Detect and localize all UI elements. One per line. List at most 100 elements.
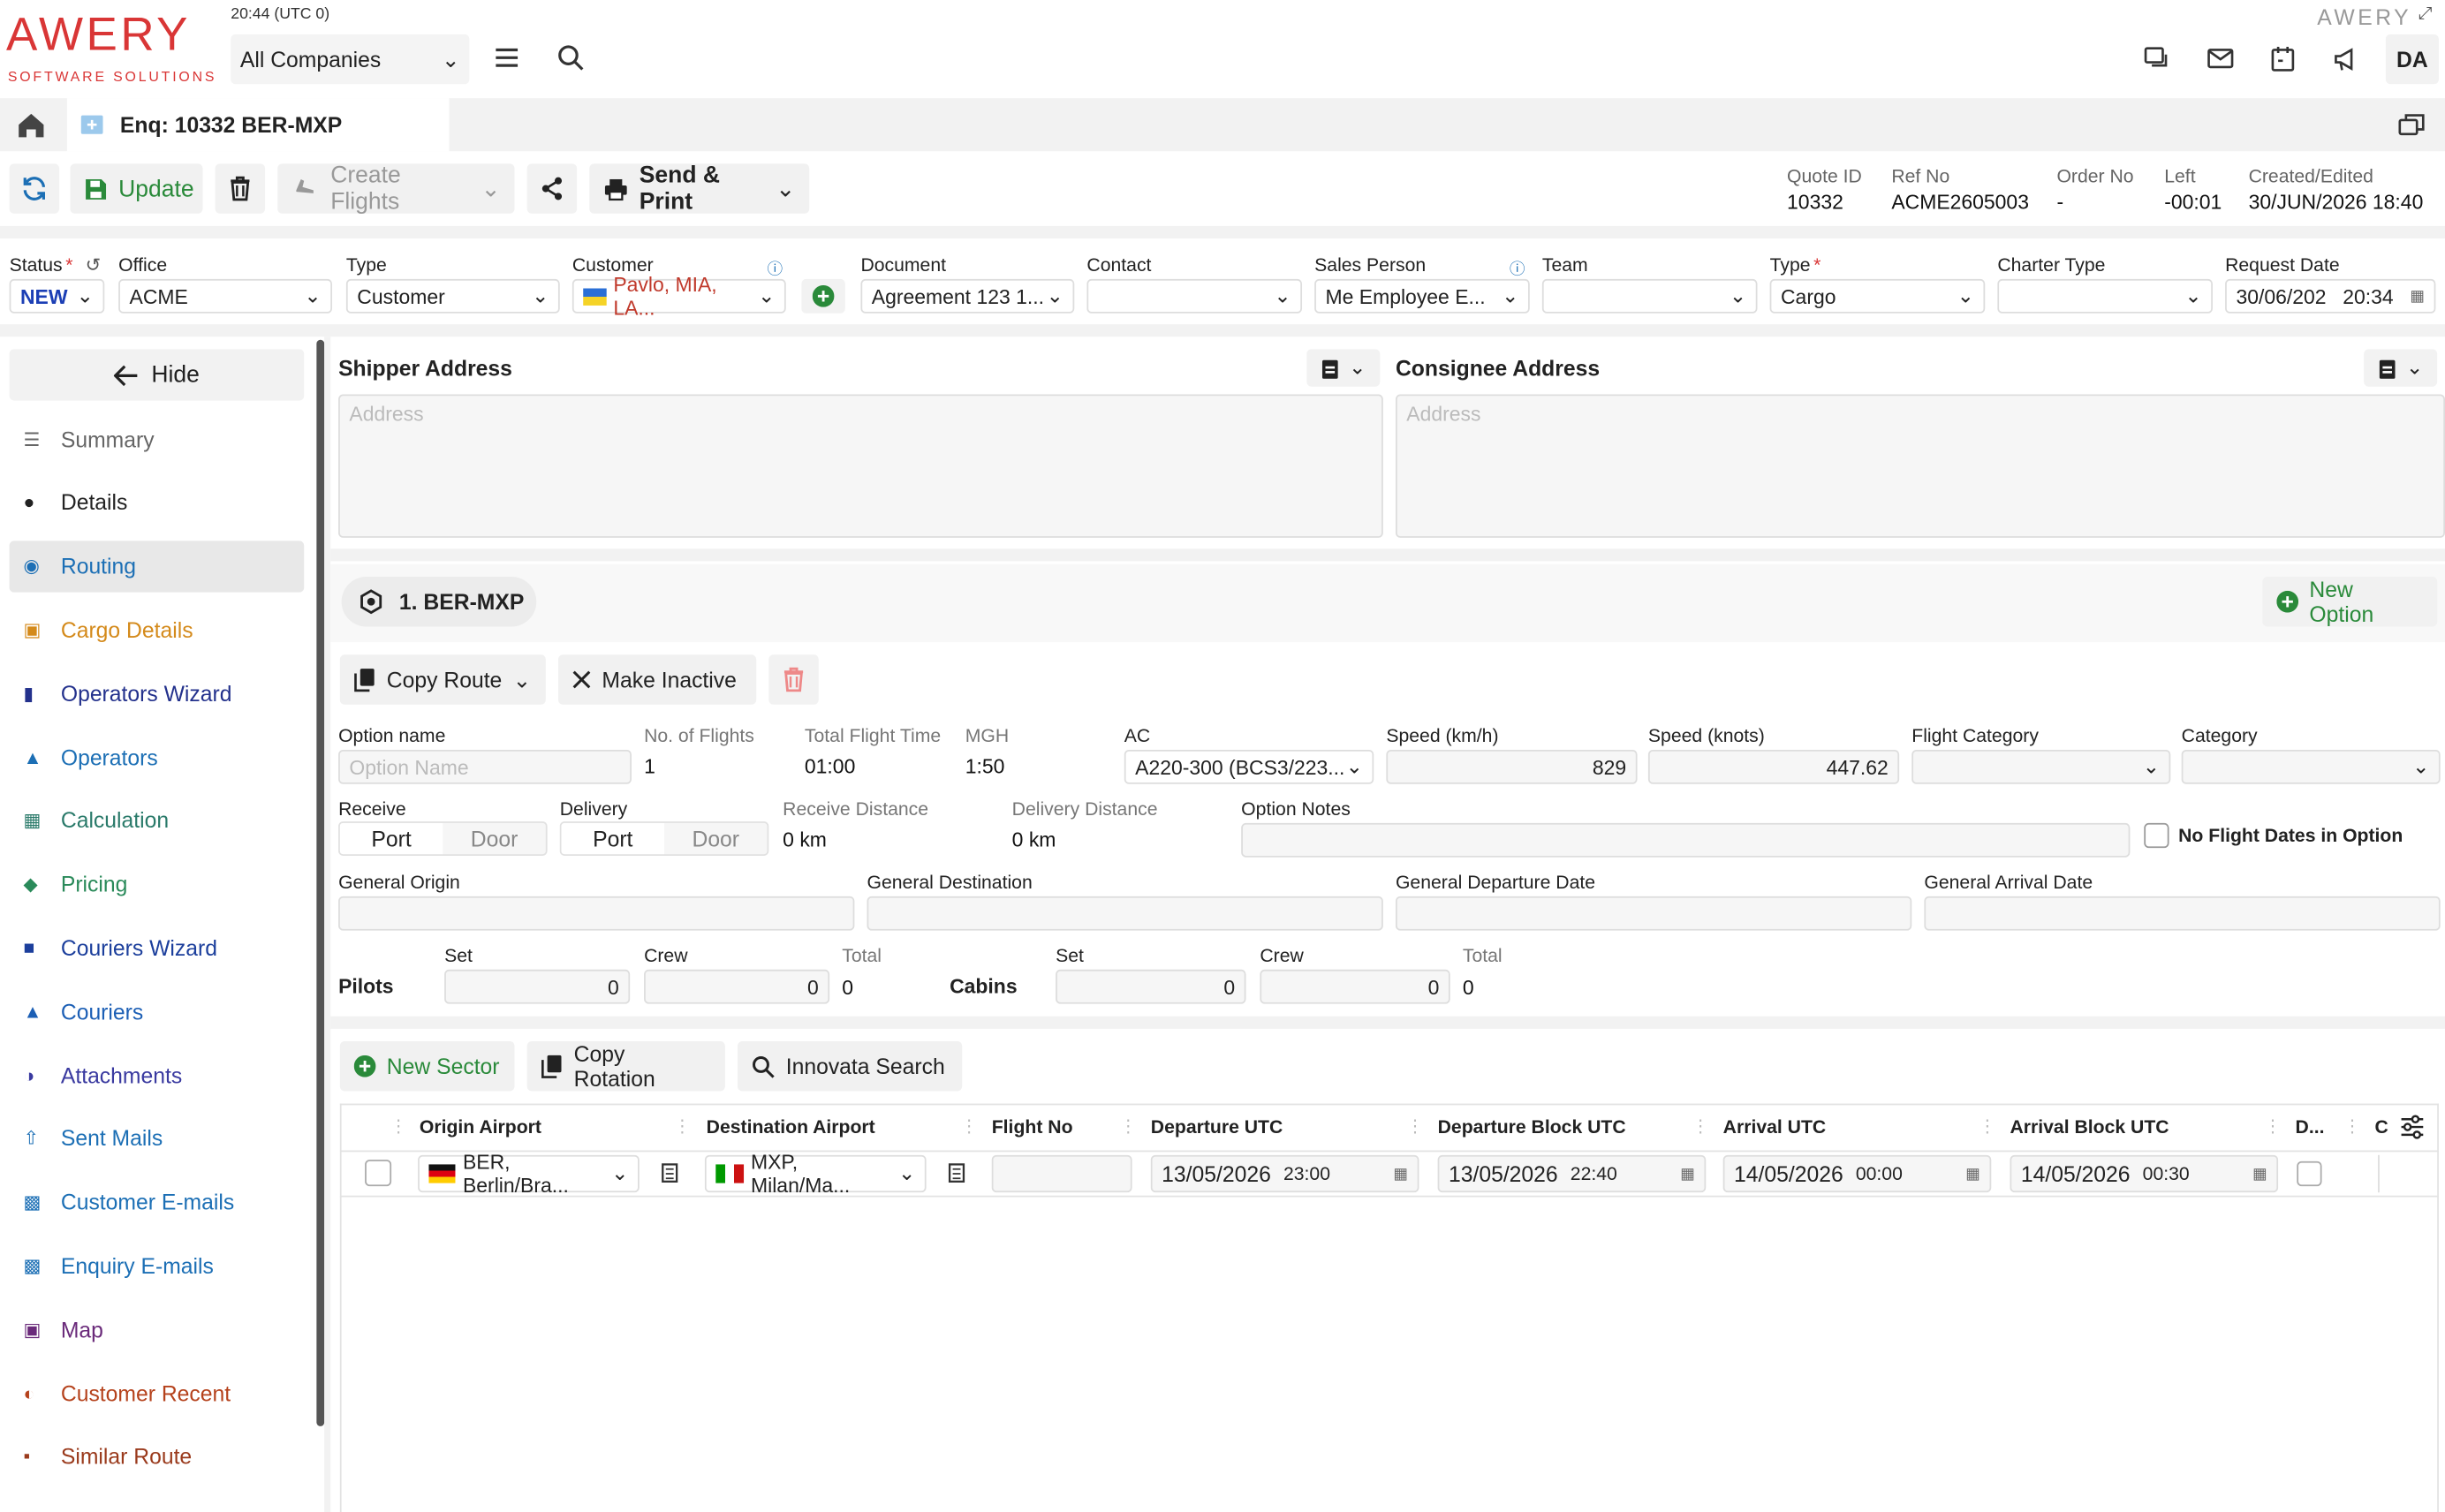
shipper-address-menu[interactable]: ⌄ — [1306, 349, 1381, 387]
hide-sidebar-button[interactable]: Hide — [9, 349, 305, 401]
d-checkbox[interactable] — [2297, 1160, 2322, 1187]
calendar-icon[interactable] — [2270, 45, 2295, 73]
team-select[interactable]: ⌄ — [1541, 278, 1758, 314]
chat-icon[interactable] — [2143, 45, 2171, 73]
date-time-input-arrb[interactable]: 14/05/2026 00:30 ▦ — [2010, 1154, 2279, 1193]
share-button[interactable] — [526, 163, 578, 214]
status-select[interactable]: NEW ⌄ — [9, 278, 105, 314]
aircraft-select[interactable]: A220-300 (BCS3/223... ⌄ — [1124, 749, 1374, 784]
consignee-address-textarea[interactable]: Address — [1395, 394, 2445, 538]
new-option-button[interactable]: New Option — [2262, 577, 2438, 627]
sidebar-item-cargo-details[interactable]: ▣ Cargo Details — [10, 604, 305, 655]
row-checkbox[interactable] — [365, 1160, 392, 1187]
delivery-door[interactable]: Door — [692, 826, 740, 851]
flight-category-select[interactable]: ⌄ — [1911, 749, 2171, 784]
column-resize-handle[interactable]: ⋮ — [1406, 1117, 1424, 1137]
refresh-button[interactable] — [9, 163, 60, 214]
date-time-input-arr[interactable]: 14/05/2026 00:00 ▦ — [1722, 1154, 1992, 1193]
receive-door[interactable]: Door — [470, 826, 519, 851]
flight-no-input[interactable] — [991, 1154, 1132, 1193]
megaphone-icon[interactable] — [2333, 45, 2361, 73]
sidebar-item-operators[interactable]: ▲ Operators — [10, 731, 305, 782]
new-sector-button[interactable]: New Sector — [339, 1040, 515, 1092]
sidebar-item-couriers[interactable]: ▲ Couriers — [10, 986, 305, 1037]
c-cell[interactable] — [2378, 1154, 2433, 1193]
sidebar-item-customer-e-mails[interactable]: ▩ Customer E-mails — [10, 1176, 305, 1228]
destination-airport-info-icon[interactable] — [948, 1163, 965, 1183]
col-departure-utc[interactable]: Departure UTC — [1150, 1115, 1283, 1138]
option-name-input[interactable]: Option Name — [338, 749, 632, 784]
mail-icon[interactable] — [2207, 47, 2235, 72]
sidebar-item-summary[interactable]: ☰ Summary — [10, 413, 305, 465]
column-resize-handle[interactable]: ⋮ — [390, 1117, 407, 1137]
column-resize-handle[interactable]: ⋮ — [2264, 1117, 2282, 1137]
sales-person-select[interactable]: Me Employee E... ⌄ — [1314, 278, 1530, 314]
sidebar-scrollbar[interactable] — [316, 339, 325, 1426]
windows-icon[interactable] — [2398, 112, 2426, 137]
contact-select[interactable]: ⌄ — [1086, 278, 1303, 314]
send-print-button[interactable]: Send & Print ⌄ — [589, 163, 810, 215]
sidebar-item-map[interactable]: ▣ Map — [10, 1304, 305, 1355]
no-flight-dates-checkbox[interactable] — [2144, 822, 2169, 849]
sidebar-item-couriers-wizard[interactable]: ■ Couriers Wizard — [10, 922, 305, 973]
customer-select[interactable]: Pavlo, MIA, LA... ⌄ — [572, 273, 786, 320]
home-icon[interactable] — [16, 110, 47, 139]
info-icon[interactable]: ⓘ — [1509, 261, 1525, 279]
date-time-input-depb[interactable]: 13/05/2026 22:40 ▦ — [1437, 1154, 1707, 1193]
copy-route-button[interactable]: Copy Route ⌄ — [339, 654, 546, 705]
speed-knots-input[interactable]: 447.62 — [1647, 749, 1900, 784]
info-icon[interactable]: ⓘ — [767, 261, 783, 279]
sidebar-item-calculation[interactable]: ▦ Calculation — [10, 795, 305, 846]
add-customer-button[interactable] — [801, 278, 845, 314]
col-departure-block-utc[interactable]: Departure Block UTC — [1437, 1115, 1626, 1138]
cabins-set-input[interactable]: 0 — [1056, 969, 1246, 1004]
history-icon[interactable]: ↺ — [85, 253, 102, 276]
sidebar-item-attachments[interactable]: ◑ Attachments — [10, 1049, 305, 1100]
col-d[interactable]: D... — [2295, 1115, 2325, 1138]
col-origin-airport[interactable]: Origin Airport — [419, 1115, 541, 1138]
cargo-type-select[interactable]: Cargo ⌄ — [1769, 278, 1986, 314]
search-icon[interactable] — [556, 43, 585, 72]
general-origin-input[interactable] — [338, 896, 855, 931]
category-select[interactable]: ⌄ — [2181, 749, 2441, 784]
column-resize-handle[interactable]: ⋮ — [673, 1117, 692, 1137]
sidebar-item-operators-wizard[interactable]: ▮ Operators Wizard — [10, 668, 305, 719]
column-resize-handle[interactable]: ⋮ — [960, 1117, 978, 1137]
sidebar-item-routing[interactable]: ◉ Routing — [9, 540, 305, 592]
delivery-toggle[interactable]: Port Door — [559, 821, 769, 856]
calendar-icon[interactable]: ▦ — [1965, 1165, 1980, 1183]
delete-option-button[interactable] — [768, 654, 819, 705]
column-resize-handle[interactable]: ⋮ — [1692, 1117, 1709, 1137]
cabins-crew-input[interactable]: 0 — [1260, 969, 1450, 1004]
column-settings-icon[interactable] — [2400, 1115, 2425, 1139]
sidebar-item-pricing[interactable]: ◆ Pricing — [10, 858, 305, 910]
option-notes-input[interactable] — [1241, 822, 2131, 858]
speed-kmh-input[interactable]: 829 — [1386, 749, 1638, 784]
consignee-address-menu[interactable]: ⌄ — [2364, 349, 2438, 387]
date-time-input-dep[interactable]: 13/05/2026 23:00 ▦ — [1150, 1154, 1419, 1193]
create-flights-button[interactable]: Create Flights ⌄ — [277, 163, 515, 215]
calendar-icon[interactable]: ▦ — [2410, 287, 2426, 306]
innovata-search-button[interactable]: Innovata Search — [737, 1040, 963, 1092]
col-arrival-utc[interactable]: Arrival UTC — [1722, 1115, 1827, 1138]
make-inactive-button[interactable]: Make Inactive — [557, 654, 757, 705]
type-select[interactable]: Customer ⌄ — [345, 278, 560, 314]
document-select[interactable]: Agreement 123 1... ⌄ — [860, 278, 1075, 314]
sidebar-item-enquiry-e-mails[interactable]: ▩ Enquiry E-mails — [10, 1240, 305, 1291]
col-destination-airport[interactable]: Destination Airport — [706, 1115, 875, 1138]
general-arrival-date-input[interactable] — [1924, 896, 2441, 931]
option-chip[interactable]: 1. BER-MXP — [341, 577, 537, 627]
tab-enquiry[interactable]: Enq: 10332 BER-MXP — [66, 98, 450, 152]
column-resize-handle[interactable]: ⋮ — [2343, 1117, 2361, 1137]
user-avatar[interactable]: DA — [2385, 34, 2439, 85]
delivery-port[interactable]: Port — [561, 822, 665, 855]
general-destination-input[interactable] — [867, 896, 1383, 931]
sidebar-item-customer-recent[interactable]: ◐ Customer Recent — [10, 1367, 305, 1418]
office-select[interactable]: ACME ⌄ — [118, 278, 333, 314]
col-c[interactable]: C — [2374, 1115, 2388, 1138]
sidebar-item-similar-route[interactable]: ▪ Similar Route — [10, 1431, 305, 1482]
delete-button[interactable] — [215, 163, 266, 214]
shipper-address-textarea[interactable]: Address — [338, 394, 1383, 538]
calendar-icon[interactable]: ▦ — [1680, 1165, 1695, 1183]
col-arrival-block-utc[interactable]: Arrival Block UTC — [2010, 1115, 2169, 1138]
